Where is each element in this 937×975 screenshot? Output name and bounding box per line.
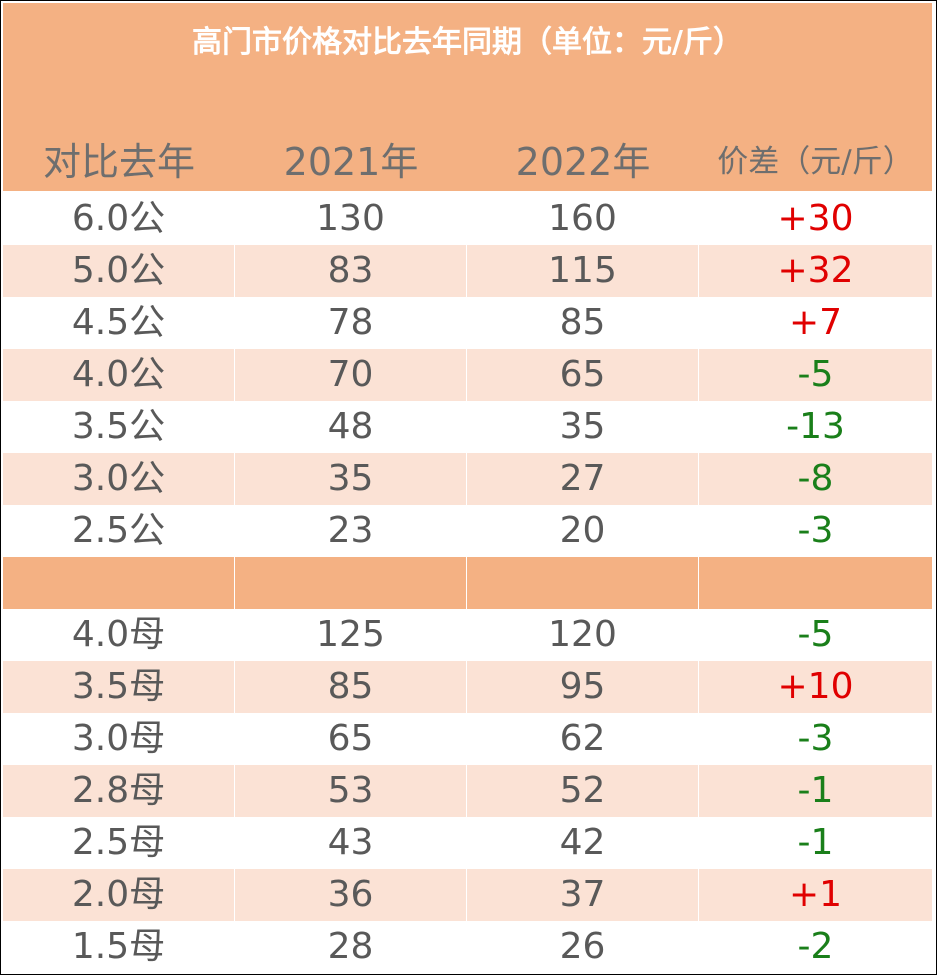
table-row: 4.5公 78 85 +7 — [3, 297, 932, 349]
price-2022-cell: 20 — [467, 505, 699, 557]
price-2022-cell: 35 — [467, 401, 699, 453]
table-row: 6.0公 130 160 +30 — [3, 193, 932, 245]
price-2021-cell: 70 — [235, 349, 467, 401]
spec-cell: 2.5母 — [3, 817, 235, 869]
price-2021-cell: 28 — [235, 921, 467, 973]
price-2021-cell: 36 — [235, 869, 467, 921]
price-2022-cell: 160 — [467, 193, 699, 245]
price-2022-cell: 65 — [467, 349, 699, 401]
price-2021-cell: 125 — [235, 609, 467, 661]
spec-cell: 2.0母 — [3, 869, 235, 921]
group-separator-row — [3, 557, 932, 609]
price-2022-cell: 27 — [467, 453, 699, 505]
diff-cell: -8 — [797, 458, 834, 499]
price-2022-cell: 52 — [467, 765, 699, 817]
table-row: 2.8母 53 52 -1 — [3, 765, 932, 817]
table-row: 3.5公 48 35 -13 — [3, 401, 932, 453]
table-row: 2.0母 36 37 +1 — [3, 869, 932, 921]
diff-cell: -5 — [797, 614, 834, 655]
header-diff: 价差（元/斤） — [717, 144, 914, 180]
price-2021-cell: 43 — [235, 817, 467, 869]
diff-cell: -13 — [786, 406, 845, 447]
price-2022-cell: 85 — [467, 297, 699, 349]
table-row: 3.0公 35 27 -8 — [3, 453, 932, 505]
price-2022-cell: 26 — [467, 921, 699, 973]
diff-cell: -2 — [797, 926, 834, 967]
diff-cell: -1 — [797, 822, 834, 863]
price-2021-cell: 35 — [235, 453, 467, 505]
table-row: 3.5母 85 95 +10 — [3, 661, 932, 713]
diff-cell: +1 — [788, 874, 843, 915]
price-2022-cell: 95 — [467, 661, 699, 713]
price-2022-cell: 62 — [467, 713, 699, 765]
price-2021-cell: 53 — [235, 765, 467, 817]
table-row: 4.0母 125 120 -5 — [3, 609, 932, 661]
header-compare: 对比去年 — [42, 140, 195, 184]
table-header: 高门市价格对比去年同期（单位：元/斤） — [3, 3, 932, 191]
diff-cell: -1 — [797, 770, 834, 811]
table-row: 5.0公 83 115 +32 — [3, 245, 932, 297]
diff-cell: -5 — [797, 354, 834, 395]
spec-cell: 5.0公 — [3, 245, 235, 297]
spec-cell: 3.5母 — [3, 661, 235, 713]
spec-cell: 4.0母 — [3, 609, 235, 661]
table-row: 3.0母 65 62 -3 — [3, 713, 932, 765]
price-2022-cell: 120 — [467, 609, 699, 661]
price-2021-cell: 85 — [235, 661, 467, 713]
separator-cell — [467, 557, 699, 609]
spec-cell: 3.0母 — [3, 713, 235, 765]
separator-cell — [3, 557, 235, 609]
diff-cell: -3 — [797, 718, 834, 759]
spec-cell: 2.5公 — [3, 505, 235, 557]
price-2021-cell: 78 — [235, 297, 467, 349]
spec-cell: 6.0公 — [3, 193, 235, 245]
table-title: 高门市价格对比去年同期（单位：元/斤） — [192, 25, 743, 60]
table-row: 4.0公 70 65 -5 — [3, 349, 932, 401]
spec-cell: 2.8母 — [3, 765, 235, 817]
price-2022-cell: 115 — [467, 245, 699, 297]
table-row: 2.5公 23 20 -3 — [3, 505, 932, 557]
price-2021-cell: 65 — [235, 713, 467, 765]
separator-cell — [235, 557, 467, 609]
diff-cell: +30 — [777, 198, 854, 239]
spec-cell: 3.5公 — [3, 401, 235, 453]
price-2021-cell: 23 — [235, 505, 467, 557]
price-2021-cell: 130 — [235, 193, 467, 245]
price-2021-cell: 83 — [235, 245, 467, 297]
header-2021: 2021年 — [283, 140, 419, 184]
spec-cell: 3.0公 — [3, 453, 235, 505]
diff-cell: +10 — [777, 666, 854, 707]
table-row: 2.5母 43 42 -1 — [3, 817, 932, 869]
table-row: 1.5母 28 26 -2 — [3, 921, 932, 973]
diff-cell: +7 — [788, 302, 843, 343]
price-2022-cell: 42 — [467, 817, 699, 869]
spec-cell: 4.5公 — [3, 297, 235, 349]
price-2022-cell: 37 — [467, 869, 699, 921]
spec-cell: 1.5母 — [3, 921, 235, 973]
spec-cell: 4.0公 — [3, 349, 235, 401]
price-2021-cell: 48 — [235, 401, 467, 453]
diff-cell: +32 — [777, 250, 854, 291]
diff-cell: -3 — [797, 510, 834, 551]
header-2022: 2022年 — [515, 140, 651, 184]
